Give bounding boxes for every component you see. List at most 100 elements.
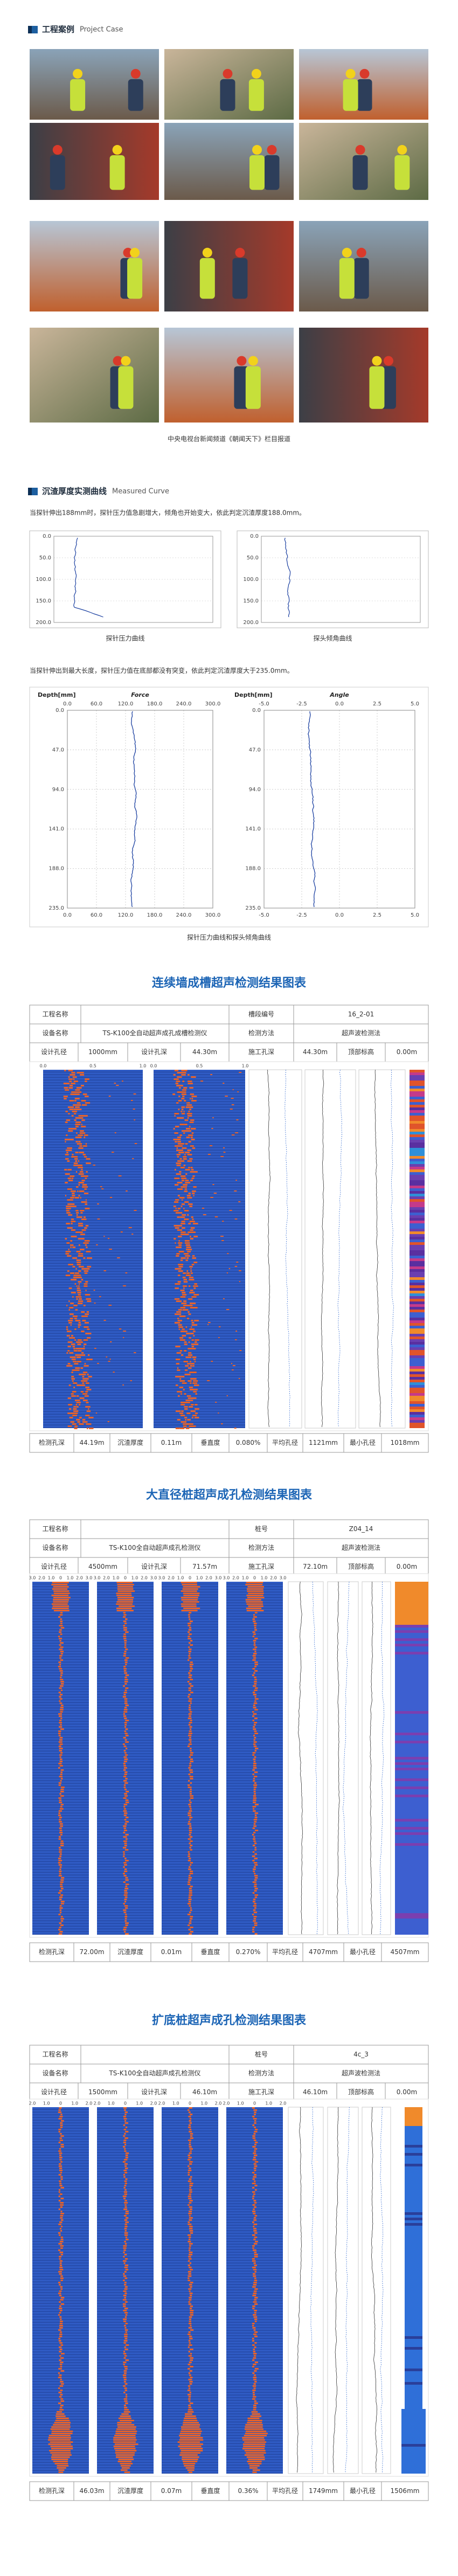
echo (189, 2219, 192, 2221)
strip-band (410, 1223, 425, 1226)
photo-figure-head (397, 145, 407, 155)
echo (60, 1920, 64, 1922)
echo (85, 1313, 89, 1315)
echo (60, 1653, 63, 1654)
strip-band (401, 2409, 426, 2412)
echo (190, 2305, 193, 2307)
echo (174, 1178, 180, 1179)
echo (188, 1812, 191, 1814)
strip-band (410, 1415, 425, 1417)
echo (254, 1890, 257, 1892)
strip-band (395, 1776, 428, 1778)
echo (76, 1356, 81, 1358)
echo (72, 1247, 76, 1248)
echo (254, 1646, 258, 1648)
echo (189, 2118, 192, 2120)
echo (87, 1354, 90, 1356)
photo-figure-body (394, 155, 410, 190)
echo (59, 2269, 64, 2270)
echo (77, 1361, 81, 1362)
echo (124, 2185, 127, 2186)
echo (181, 2430, 202, 2432)
strip-band (405, 2215, 422, 2218)
echo (83, 1380, 88, 1382)
echo (76, 1132, 78, 1134)
echo (123, 2280, 125, 2281)
echo (80, 1391, 84, 1393)
echo (177, 1156, 179, 1158)
echo (123, 2366, 128, 2367)
echo (74, 1156, 78, 1158)
echo (123, 1836, 127, 1838)
strip-band (405, 2325, 422, 2328)
echo (58, 2165, 63, 2167)
strip-band (405, 2123, 422, 2126)
echo (189, 1193, 191, 1194)
strip-band (410, 1202, 425, 1204)
echo (123, 1625, 126, 1626)
echo (81, 1124, 82, 1125)
echo (247, 1590, 264, 1592)
echo (248, 1605, 263, 1607)
echo (81, 1384, 85, 1386)
echo (87, 1300, 92, 1302)
echo (179, 1160, 185, 1162)
strip-band (401, 2417, 426, 2420)
cell-text: TS-K100全自动超声成孔检测仪 (108, 1543, 200, 1552)
echo (125, 2269, 129, 2270)
echo (60, 1651, 64, 1652)
curve (130, 711, 137, 908)
echo (189, 1664, 193, 1665)
strip-band (401, 2468, 426, 2471)
echo (53, 1597, 71, 1598)
echo (252, 2198, 254, 2199)
echo (123, 2170, 127, 2171)
echo (123, 1825, 127, 1827)
echo (253, 2249, 256, 2251)
echo (185, 1356, 188, 1358)
strip-band (395, 1921, 428, 1924)
echo (253, 1862, 258, 1864)
echo (188, 1111, 190, 1112)
echo (189, 1834, 191, 1836)
echo (189, 2342, 191, 2344)
echo (124, 2316, 127, 2318)
echo (188, 2127, 191, 2128)
strip-band (410, 1358, 425, 1361)
echo (78, 1115, 84, 1117)
echo (123, 1709, 128, 1711)
photo-figure-body (127, 258, 143, 299)
echo (76, 1087, 82, 1089)
echo (78, 1173, 84, 1175)
echo (176, 1363, 179, 1365)
echo (59, 1761, 63, 1762)
echo (67, 1178, 72, 1179)
echo (226, 1272, 228, 1273)
scale-label: 3.0 (29, 1576, 36, 1581)
strip-band (405, 2347, 422, 2350)
echo (82, 1186, 86, 1188)
strip-band (405, 2255, 422, 2258)
echo (67, 1412, 73, 1414)
echo (124, 2165, 127, 2167)
echo (254, 1864, 258, 1866)
echo (69, 1214, 72, 1216)
echo (124, 1933, 129, 1935)
echo (214, 1216, 218, 1217)
strip-band (405, 2177, 422, 2180)
curve (308, 711, 316, 908)
echo (123, 2305, 126, 2307)
panel-caption: 探针压力曲线和探头倾角曲线 (187, 933, 271, 941)
echo (59, 1631, 62, 1633)
echo (123, 2262, 126, 2264)
echo (189, 1765, 192, 1767)
strip-band (395, 1900, 428, 1902)
echo (123, 2284, 127, 2286)
echo (178, 1324, 182, 1326)
table-cell (302, 1942, 344, 1962)
tick-label: 0.0 (63, 701, 72, 707)
echo (188, 2275, 192, 2277)
echo (124, 1795, 128, 1797)
echo (85, 1143, 87, 1145)
echo (59, 1817, 62, 1818)
